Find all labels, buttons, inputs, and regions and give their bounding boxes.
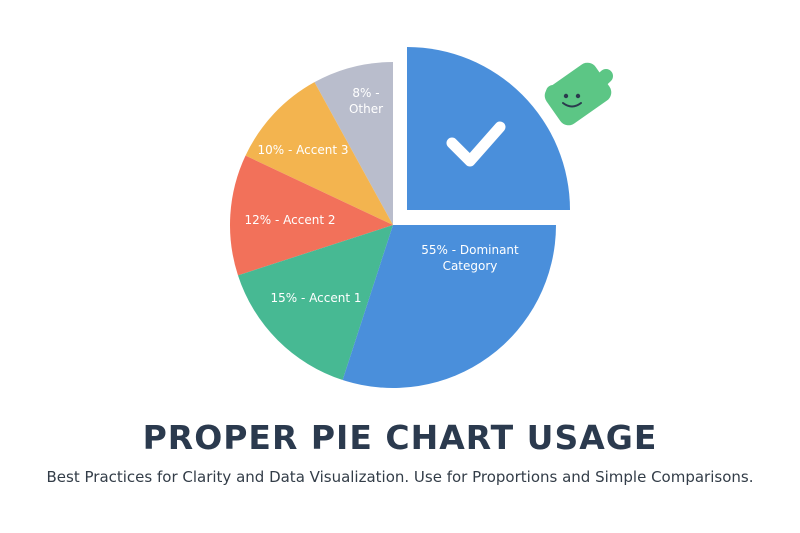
slice-label: 10% - Accent 3 [257,143,349,157]
slice-label: 8% - Other [348,86,384,116]
slice-label: 55% - Dominant Category [421,243,519,273]
pie-slice [245,82,393,225]
slice-label: 12% - Accent 2 [244,213,336,227]
chart-title: PROPER PIE CHART USAGE [142,418,658,457]
pie-slice [230,155,393,276]
badge [544,62,613,126]
slice-label: 15% - Accent 1 [270,291,362,305]
pie-slice [314,62,393,225]
pie-slice-exploded [407,47,570,210]
pie-slice [237,225,393,381]
pie-slice [342,225,556,389]
chart-subtitle: Best Practices for Clarity and Data Visu… [46,468,754,486]
check-icon [446,121,506,167]
